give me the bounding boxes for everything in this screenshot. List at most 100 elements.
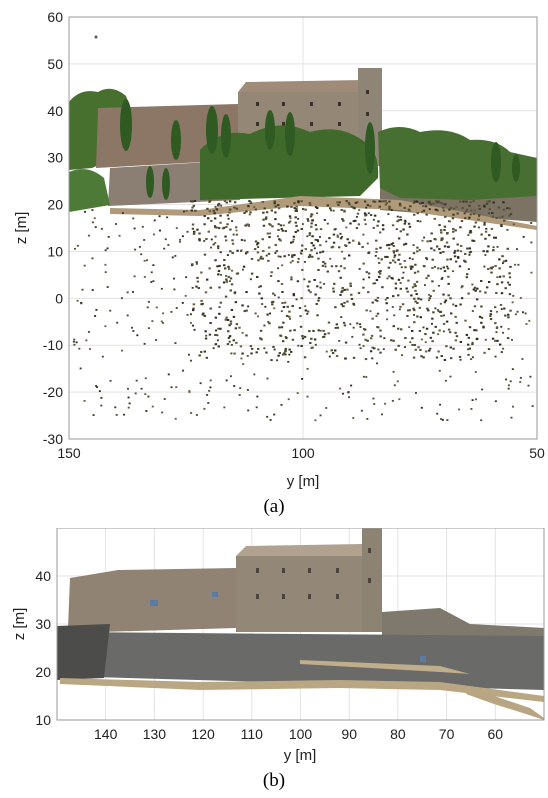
cloud-point (216, 334, 219, 337)
cloud-point (214, 235, 217, 238)
cloud-point (314, 224, 318, 227)
cloud-point (504, 287, 507, 290)
cloud-point (404, 266, 407, 269)
cloud-point (233, 206, 236, 209)
cloud-point (233, 385, 236, 387)
cloud-point (372, 226, 375, 229)
cloud-point (449, 357, 453, 360)
cloud-point (356, 322, 359, 325)
cloud-point (229, 250, 232, 253)
cloud-point (341, 235, 344, 238)
cloud-point (438, 247, 441, 250)
cloud-point (296, 280, 300, 283)
cloud-point (229, 375, 232, 378)
cloud-point (292, 294, 296, 297)
cloud-point (308, 232, 312, 235)
cloud-point (158, 229, 161, 232)
cloud-point (288, 315, 291, 318)
cloud-point (366, 417, 369, 420)
cloud-point (438, 224, 441, 227)
cloud-point (397, 219, 401, 222)
scatter-points-a (72, 200, 534, 422)
cloud-point (440, 418, 443, 420)
cloud-point (287, 360, 290, 363)
cloud-point (191, 200, 194, 203)
cloud-point (468, 326, 472, 329)
y-tick-label: -30 (43, 431, 63, 447)
cloud-point (74, 247, 77, 250)
cloud-point (474, 289, 477, 292)
cloud-point (439, 403, 442, 406)
cloud-point (385, 302, 388, 305)
cloud-point (343, 267, 346, 270)
cloud-point (198, 232, 201, 235)
cloud-point (384, 402, 387, 405)
cloud-point (471, 310, 474, 312)
cloud-point (322, 336, 325, 339)
cloud-point (494, 265, 497, 268)
cloud-point (95, 385, 98, 387)
cloud-point (218, 286, 221, 289)
cloud-point (488, 200, 491, 203)
cloud-point (508, 207, 512, 210)
cloud-point (334, 327, 337, 329)
cloud-point (371, 357, 374, 360)
cloud-point (426, 240, 429, 243)
cloud-point (300, 228, 303, 231)
cloud-point (316, 212, 319, 215)
cloud-point (350, 293, 353, 296)
cloud-point (79, 367, 82, 370)
cloud-point (454, 331, 457, 334)
cloud-point (352, 302, 355, 305)
castle-tower-b (362, 528, 382, 632)
cloud-point (115, 414, 118, 416)
cloud-point (277, 296, 280, 299)
cloud-point (225, 280, 228, 283)
cloud-point (376, 312, 380, 315)
cloud-point (178, 240, 181, 243)
cloud-point (354, 201, 358, 204)
cloud-point (208, 333, 212, 336)
cloud-point (475, 329, 478, 332)
cloud-point (266, 415, 269, 418)
cloud-point (418, 306, 422, 309)
cloud-point (312, 244, 315, 247)
cloud-point (72, 340, 75, 343)
cloud-point (334, 306, 337, 309)
cloud-point (397, 344, 400, 347)
cloud-point (444, 379, 447, 382)
cloud-point (531, 405, 534, 407)
cloud-point (468, 216, 471, 219)
cloud-point (118, 234, 121, 237)
cloud-point (259, 257, 262, 260)
cloud-point (490, 227, 494, 230)
cloud-point (473, 225, 476, 228)
cloud-point (140, 253, 143, 256)
cloud-point (443, 301, 447, 304)
chart-b-svg: 40 30 20 10 140 130 120 110 100 90 80 70 60 y [m] z… (11, 528, 545, 764)
cloud-point (229, 228, 232, 231)
cloud-point (410, 294, 413, 297)
cloud-point (388, 247, 391, 250)
cloud-point (491, 212, 494, 215)
cloud-point (392, 339, 395, 342)
cloud-point (493, 306, 497, 309)
cloud-point (433, 249, 436, 252)
cloud-point (348, 396, 351, 399)
y-tick-label: 10 (35, 712, 51, 728)
cloud-point (502, 208, 505, 211)
cloud-point (502, 260, 506, 263)
cloud-point (227, 336, 231, 339)
x-ticks-b: 140 130 120 110 100 90 80 70 60 (94, 726, 503, 742)
y-ticks-b: 40 30 20 10 (35, 568, 51, 728)
cloud-point (160, 320, 163, 323)
cloud-point (294, 221, 297, 224)
cloud-point (367, 272, 371, 275)
cloud-point (384, 203, 388, 206)
cloud-point (189, 359, 192, 362)
cloud-point (459, 340, 463, 343)
cloud-point (231, 269, 234, 272)
cloud-point (293, 254, 296, 257)
cloud-point (191, 227, 195, 230)
cloud-point (275, 250, 279, 253)
